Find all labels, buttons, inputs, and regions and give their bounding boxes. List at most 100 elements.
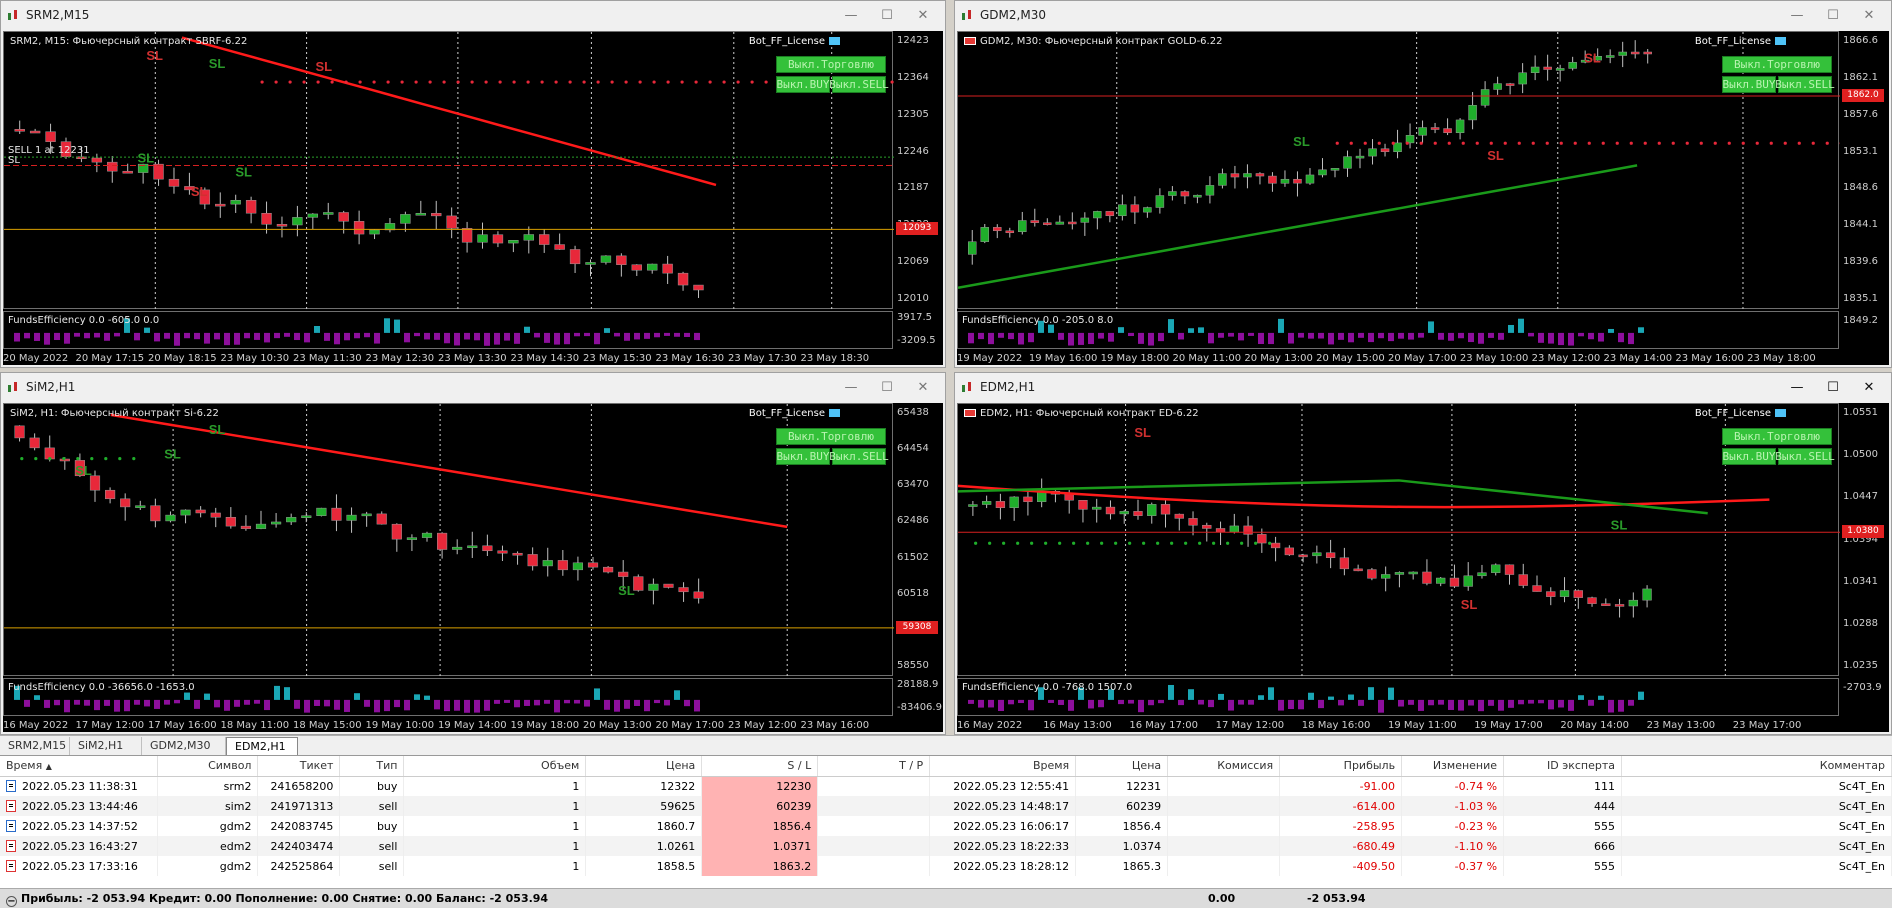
disable-buy-button[interactable]: Выкл.BUY xyxy=(776,76,830,93)
col-close-time[interactable]: Время xyxy=(929,756,1077,777)
minimize-icon[interactable]: — xyxy=(1790,7,1804,23)
indicator-bar xyxy=(84,332,90,339)
indicator-bar xyxy=(194,699,200,709)
table-row[interactable]: 2022.05.23 16:43:27 edm2 242403474 sell 1 1.0… xyxy=(0,836,1892,856)
table-row[interactable]: 2022.05.23 11:38:31 srm2 241658200 buy 1 1232… xyxy=(0,776,1892,796)
candle-body xyxy=(616,255,627,265)
col-close-price[interactable]: Цена xyxy=(1075,756,1169,777)
close-icon[interactable]: ✕ xyxy=(917,379,929,395)
tab-srm2-m15[interactable]: SRM2,M15 xyxy=(0,737,70,755)
window-titlebar[interactable]: SiM2,H1 xyxy=(1,373,945,401)
indicator-subwindow[interactable]: FundsEfficiency 0.0 -36656.0 -1653.0 xyxy=(3,678,893,716)
col-symbol[interactable]: Символ xyxy=(157,756,259,777)
maximize-icon[interactable]: ☐ xyxy=(881,379,893,395)
indicator-subwindow[interactable]: FundsEfficiency 0.0 -605.0 0.0 xyxy=(3,311,893,349)
chart-area[interactable]: SiM2, H1: Фьючерсный контракт Si-6.22 Bot… xyxy=(3,403,943,732)
disable-sell-button[interactable]: Выкл.SELL xyxy=(1775,76,1835,93)
indicator-subwindow[interactable]: FundsEfficiency 0.0 -205.0 8.0 xyxy=(957,311,1839,349)
col-commission[interactable]: Комиссия xyxy=(1167,756,1281,777)
disable-trading-button[interactable]: Выкл.Торговлю xyxy=(1722,428,1832,445)
disable-trading-button[interactable]: Выкл.Торговлю xyxy=(776,56,886,73)
signal-dot xyxy=(1629,141,1633,145)
chart-window-sim[interactable]: SiM2,H1 — ☐ ✕ SiM2, H1: Фьючерсный контракт … xyxy=(0,372,946,735)
indicator-bar xyxy=(1378,699,1384,713)
maximize-icon[interactable]: ☐ xyxy=(1827,379,1839,395)
indicator-bar xyxy=(1408,332,1414,340)
disable-buy-button[interactable]: Выкл.BUY xyxy=(776,448,830,465)
col-profit[interactable]: Прибыль xyxy=(1279,756,1403,777)
col-time[interactable]: Время ▲ xyxy=(0,756,159,777)
candle-body xyxy=(542,560,553,567)
price-plot[interactable]: SRM2, M15: Фьючерсный контракт SBRF-6.22… xyxy=(3,31,894,310)
col-price[interactable]: Цена xyxy=(585,756,703,777)
candle-body xyxy=(523,234,534,241)
col-change[interactable]: Изменение xyxy=(1401,756,1505,777)
candle-body xyxy=(572,562,584,571)
disable-sell-button[interactable]: Выкл.SELL xyxy=(829,448,889,465)
chart-window-gdm[interactable]: GDM2,M30 — ☐ ✕ GDM2, M30: Фьючерсный контрак… xyxy=(954,0,1892,368)
candle-body xyxy=(353,221,365,235)
cell-comment: Sc4T_En xyxy=(1621,836,1892,856)
disable-trading-button[interactable]: Выкл.Торговлю xyxy=(776,428,886,445)
col-ticket[interactable]: Тикет xyxy=(257,756,341,777)
price-plot[interactable]: EDM2, H1: Фьючерсный контракт ED-6.22 Bot… xyxy=(957,403,1840,677)
tab-gdm2-m30[interactable]: GDM2,M30 xyxy=(142,737,226,755)
candle-body xyxy=(663,583,674,588)
sl-marker: SL xyxy=(618,583,635,598)
col-expert-id[interactable]: ID эксперта xyxy=(1503,756,1623,777)
chart-area[interactable]: EDM2, H1: Фьючерсный контракт ED-6.22 Bot… xyxy=(957,403,1889,732)
window-titlebar[interactable]: EDM2,H1 xyxy=(955,373,1891,401)
signal-dot xyxy=(456,80,460,84)
cell-close-price: 12231 xyxy=(1075,776,1169,796)
close-icon[interactable]: ✕ xyxy=(917,7,929,23)
maximize-icon[interactable]: ☐ xyxy=(881,7,893,23)
tab-sim2-h1[interactable]: SiM2,H1 xyxy=(70,737,142,755)
disable-buy-button[interactable]: Выкл.BUY xyxy=(1722,448,1776,465)
time-label: 23 May 14:30 xyxy=(510,353,580,364)
indicator-subwindow[interactable]: FundsEfficiency 0.0 -768.0 1507.0 xyxy=(957,678,1839,716)
indicator-bar xyxy=(354,693,360,700)
chart-area[interactable]: SRM2, M15: Фьючерсный контракт SBRF-6.22… xyxy=(3,31,943,365)
close-icon[interactable]: ✕ xyxy=(1863,7,1875,23)
window-titlebar[interactable]: SRM2,M15 xyxy=(1,1,945,29)
chart-window-srm[interactable]: SRM2,M15 — ☐ ✕ SRM2, M15: Фьючерсный контрак… xyxy=(0,0,946,368)
indicator-bar xyxy=(594,332,600,345)
chart-area[interactable]: GDM2, M30: Фьючерсный контракт GOLD-6.22… xyxy=(957,31,1889,365)
minimize-icon[interactable]: — xyxy=(1790,379,1804,395)
disable-trading-button[interactable]: Выкл.Торговлю xyxy=(1722,56,1832,73)
sl-marker: SL xyxy=(1134,425,1151,440)
collapse-icon[interactable]: − xyxy=(6,896,17,907)
time-label: 20 May 17:15 xyxy=(75,353,145,364)
minimize-icon[interactable]: — xyxy=(844,7,858,23)
signal-dot xyxy=(1072,541,1076,545)
table-row[interactable]: 2022.05.23 14:37:52 gdm2 242083745 buy 1 1860… xyxy=(0,816,1892,836)
indicator-bar xyxy=(424,332,430,340)
col-tp[interactable]: T / P xyxy=(817,756,931,777)
signal-dot xyxy=(596,80,600,84)
table-row[interactable]: 2022.05.23 13:44:46 sim2 241971313 sell 1 596… xyxy=(0,796,1892,816)
table-row[interactable]: 2022.05.23 17:33:16 gdm2 242525864 sell 1 185… xyxy=(0,856,1892,876)
time-label: 23 May 12:00 xyxy=(1531,353,1601,364)
chart-window-edm[interactable]: EDM2,H1 — ☐ ✕ EDM2, H1: Фьючерсный контракт … xyxy=(954,372,1892,735)
signal-dot xyxy=(48,457,52,461)
disable-sell-button[interactable]: Выкл.SELL xyxy=(829,76,889,93)
col-type[interactable]: Тип xyxy=(339,756,405,777)
col-comment[interactable]: Комментар xyxy=(1621,756,1892,777)
indicator-bar xyxy=(1218,332,1224,338)
candle-body xyxy=(1580,59,1590,63)
indicator-bar xyxy=(584,332,590,337)
disable-buy-button[interactable]: Выкл.BUY xyxy=(1722,76,1776,93)
close-icon[interactable]: ✕ xyxy=(1863,379,1875,395)
minimize-icon[interactable]: — xyxy=(844,379,858,395)
candle-body xyxy=(240,525,251,529)
window-titlebar[interactable]: GDM2,M30 xyxy=(955,1,1891,29)
disable-sell-button[interactable]: Выкл.SELL xyxy=(1775,448,1835,465)
signal-dot xyxy=(1615,141,1619,145)
col-sl[interactable]: S / L xyxy=(701,756,819,777)
price-plot[interactable]: SiM2, H1: Фьючерсный контракт Si-6.22 Bot… xyxy=(3,403,894,677)
col-volume[interactable]: Объем xyxy=(403,756,587,777)
price-plot[interactable]: GDM2, M30: Фьючерсный контракт GOLD-6.22… xyxy=(957,31,1840,310)
tab-edm2-h1[interactable]: EDM2,H1 xyxy=(226,737,298,755)
candle-body xyxy=(29,437,40,449)
maximize-icon[interactable]: ☐ xyxy=(1827,7,1839,23)
